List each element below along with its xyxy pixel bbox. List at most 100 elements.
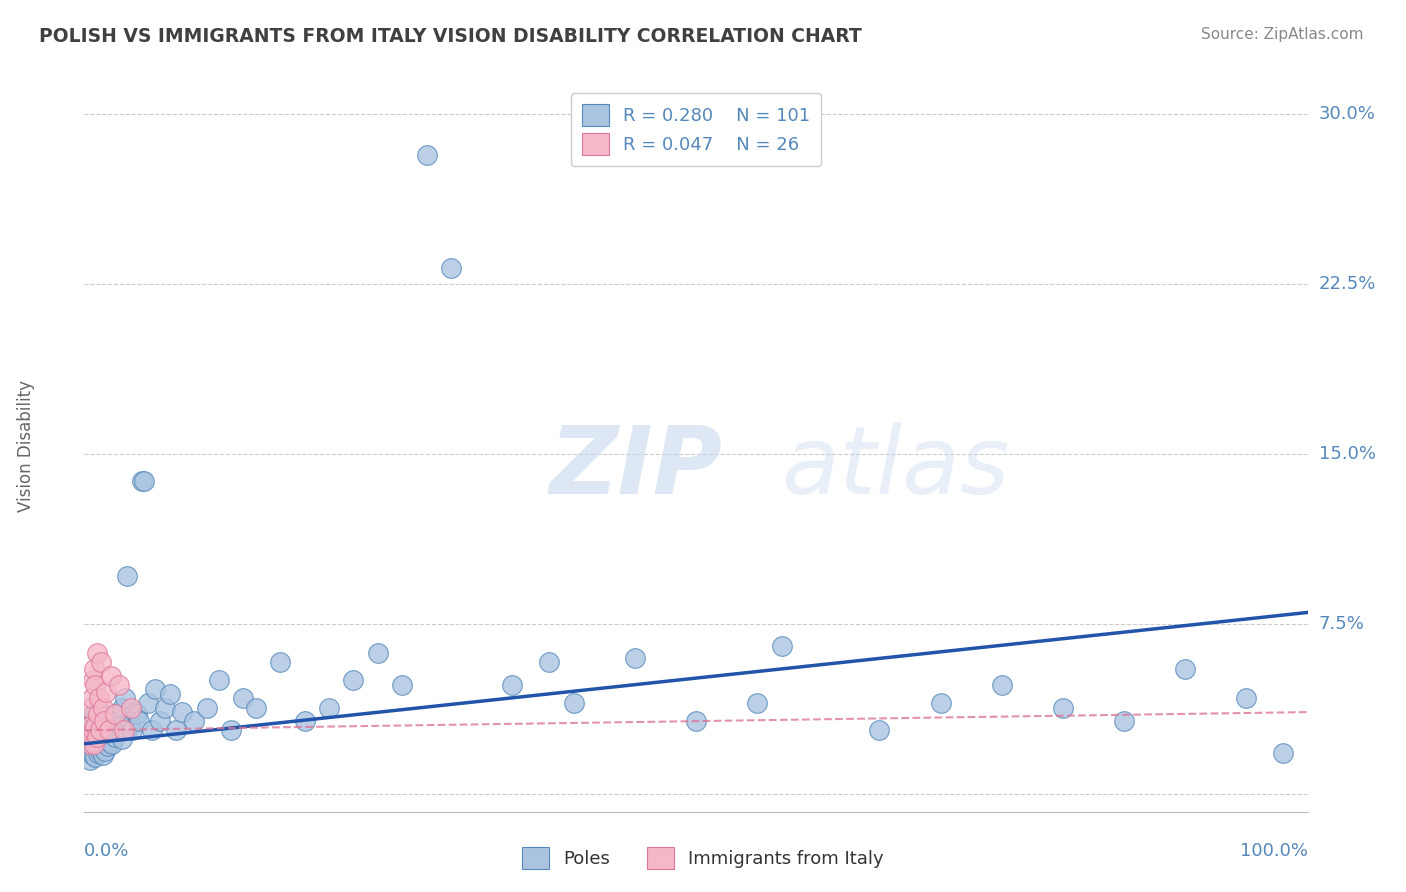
Point [232,691,254,706]
Point [84,750,107,764]
Point [367,646,389,660]
Point [79,746,101,760]
Point [624,650,647,665]
Point [416,148,439,162]
Point [115,723,138,738]
Point [84,741,107,756]
Point [91,734,114,748]
Point [143,682,166,697]
Point [159,687,181,701]
Text: 100.0%: 100.0% [1240,842,1308,860]
Point [87,746,110,760]
Point [82,739,104,753]
Point [100,669,122,683]
Point [391,678,413,692]
Point [82,748,104,763]
Point [84,737,107,751]
Point [195,700,218,714]
Point [84,723,107,738]
Point [79,700,101,714]
Point [104,707,127,722]
Point [107,678,129,692]
Point [134,474,156,488]
Text: 30.0%: 30.0% [1319,105,1375,123]
Point [84,732,107,747]
Point [87,732,110,747]
Point [1114,714,1136,728]
Point [105,725,128,739]
Point [245,700,267,714]
Text: 15.0%: 15.0% [1319,445,1375,463]
Point [869,723,891,738]
Point [82,743,104,757]
Text: 7.5%: 7.5% [1319,615,1365,632]
Text: POLISH VS IMMIGRANTS FROM ITALY VISION DISABILITY CORRELATION CHART: POLISH VS IMMIGRANTS FROM ITALY VISION D… [39,27,862,45]
Text: 0.0%: 0.0% [84,842,129,860]
Point [125,707,148,722]
Point [121,723,143,738]
Text: atlas: atlas [782,423,1010,514]
Point [770,640,793,654]
Point [94,725,117,739]
Point [120,700,142,714]
Point [685,714,707,728]
Legend: Poles, Immigrants from Italy: Poles, Immigrants from Italy [513,838,893,879]
Point [89,725,111,739]
Point [82,673,104,688]
Text: ZIP: ZIP [550,422,723,514]
Point [87,691,110,706]
Point [208,673,231,688]
Point [84,719,107,733]
Point [87,707,110,722]
Point [747,696,769,710]
Point [991,678,1014,692]
Point [104,730,127,744]
Point [128,714,150,728]
Point [86,646,108,660]
Point [93,714,115,728]
Point [440,261,463,276]
Point [87,728,110,742]
Point [94,743,117,757]
Point [83,662,105,676]
Point [79,730,101,744]
Point [80,691,103,706]
Point [89,716,111,731]
Point [82,728,104,742]
Point [82,734,104,748]
Point [318,700,340,714]
Point [118,714,141,728]
Point [97,723,120,738]
Point [89,737,111,751]
Point [101,723,124,738]
Point [87,719,110,733]
Point [112,723,135,738]
Point [183,714,205,728]
Point [124,705,146,719]
Point [1174,662,1197,676]
Point [79,719,101,733]
Point [97,739,120,753]
Point [538,655,561,669]
Point [89,743,111,757]
Point [79,753,101,767]
Point [98,728,121,742]
Point [90,655,112,669]
Legend: R = 0.280    N = 101, R = 0.047    N = 26: R = 0.280 N = 101, R = 0.047 N = 26 [571,93,821,166]
Text: 22.5%: 22.5% [1319,275,1376,293]
Point [1236,691,1258,706]
Point [94,737,117,751]
Point [91,700,114,714]
Point [80,730,103,744]
Point [115,569,138,583]
Point [98,734,121,748]
Point [83,737,105,751]
Point [96,684,118,698]
Point [89,730,111,744]
Point [82,707,104,722]
Point [111,732,134,747]
Point [111,700,134,714]
Point [91,721,114,735]
Point [101,737,124,751]
Point [929,696,952,710]
